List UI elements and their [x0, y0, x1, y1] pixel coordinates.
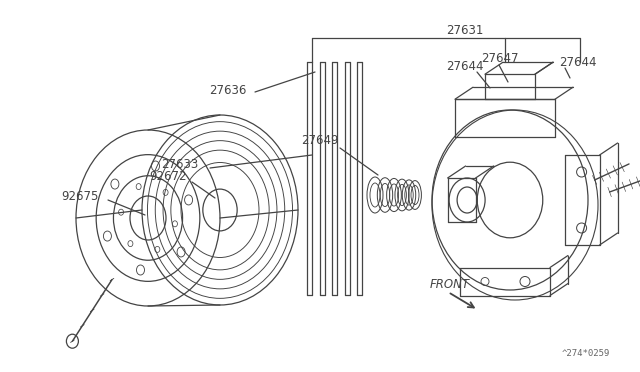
- Text: 27644: 27644: [559, 55, 596, 68]
- Text: 92672: 92672: [149, 170, 187, 183]
- Text: FRONT: FRONT: [430, 279, 470, 292]
- Text: 27631: 27631: [446, 23, 484, 36]
- Text: 27633: 27633: [161, 158, 198, 171]
- Text: 27636: 27636: [209, 83, 246, 96]
- Text: 27644: 27644: [446, 61, 484, 74]
- Text: 27649: 27649: [301, 134, 339, 147]
- Text: 92675: 92675: [61, 189, 99, 202]
- Text: ^274*0259: ^274*0259: [562, 349, 610, 358]
- Text: 27647: 27647: [481, 51, 519, 64]
